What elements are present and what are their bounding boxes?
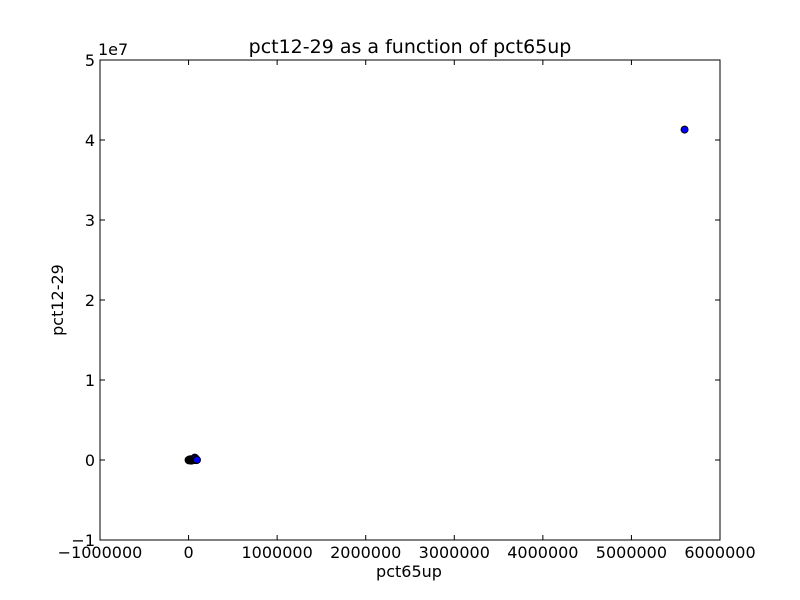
x-tick-label: 1000000 [242, 543, 313, 562]
y-tick-label: 0 [85, 451, 95, 470]
y-tick-label: −1 [71, 531, 95, 550]
x-tick-label: 4000000 [507, 543, 578, 562]
y-tick-label: 4 [85, 131, 95, 150]
ticks-layer: −1000000 0 1000000 2000000 3000000 4000000 500… [58, 51, 756, 562]
scatter-point [680, 125, 689, 134]
x-tick-label: −1000000 [58, 543, 143, 562]
x-tick-label: 6000000 [684, 543, 755, 562]
x-tick-label: 3000000 [419, 543, 490, 562]
scatter-point [192, 455, 201, 464]
points-layer [184, 125, 689, 465]
y-tick-label: 1 [85, 371, 95, 390]
chart-title: pct12-29 as a function of pct65up [249, 36, 572, 58]
y-tick-label: 2 [85, 291, 95, 310]
y-offset-label: 1e7 [98, 40, 128, 59]
x-axis-title: pct65up [376, 562, 442, 581]
y-tick-label: 5 [85, 51, 95, 70]
x-tick-label: 2000000 [330, 543, 401, 562]
x-tick-label: 5000000 [596, 543, 667, 562]
plot-area [100, 60, 720, 540]
y-axis-title: pct12-29 [48, 264, 67, 336]
x-tick-label: 0 [183, 543, 193, 562]
plot-frame [99, 59, 721, 541]
y-tick-label: 3 [85, 211, 95, 230]
